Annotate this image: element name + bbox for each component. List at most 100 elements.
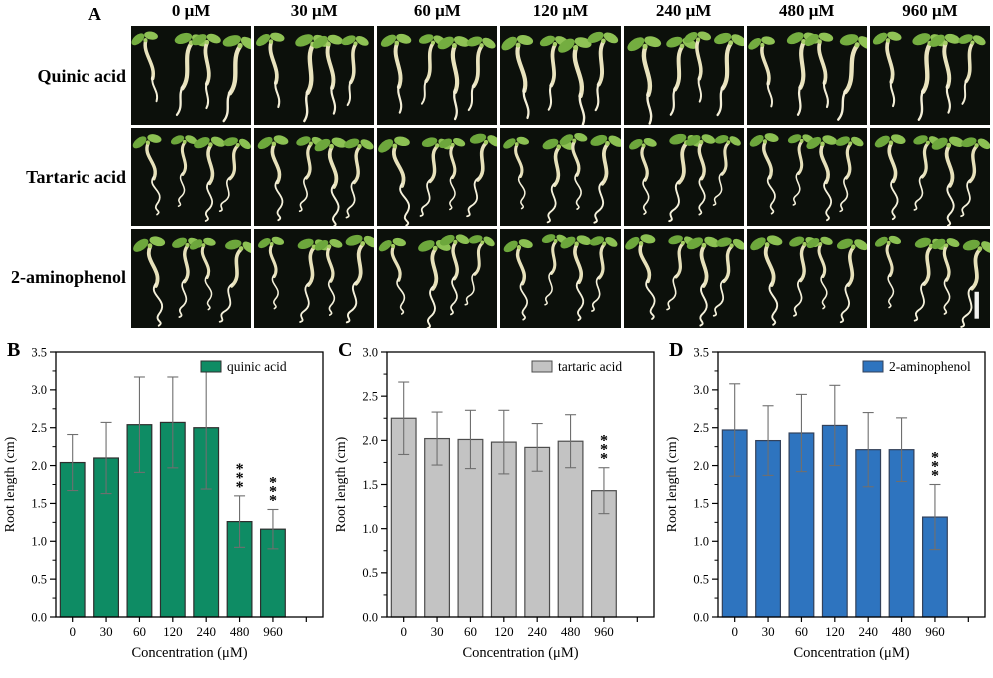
x-tick-label: 960 <box>263 624 283 639</box>
y-tick-label: 1.0 <box>362 522 378 536</box>
x-tick-label: 0 <box>731 624 738 639</box>
seedling-photo <box>377 127 498 227</box>
x-tick-label: 480 <box>230 624 250 639</box>
panel-a-letter: A <box>88 4 101 24</box>
x-tick-label: 240 <box>858 624 878 639</box>
seedling-photo <box>131 26 251 125</box>
photo-cell-1-6 <box>869 127 990 227</box>
significance-asterisk: * <box>600 442 608 459</box>
seedling-photo <box>131 230 252 328</box>
significance-asterisk: * <box>269 492 277 509</box>
seedling-photo <box>254 27 373 125</box>
x-tick-label: 120 <box>825 624 845 639</box>
chart-row: * * * * * * 0.0 0.5 1.0 1.5 2.0 2.5 3.0 3.5 0 30 60 120 24… <box>0 330 993 678</box>
x-tick-label: 0 <box>400 624 407 639</box>
x-tick-label: 30 <box>762 624 775 639</box>
photo-cell-0-4 <box>623 26 744 125</box>
bar-240 <box>524 446 551 618</box>
bar-chart-2-aminophenol: *** 0.0 0.5 1.0 1.5 2.0 2.5 3.0 3.5 0 30 60 120 240 48… <box>665 339 986 661</box>
x-axis-title: Concentration (μM) <box>793 645 909 661</box>
concentration-header-3: 120 μM <box>532 1 589 20</box>
bar-chart-quinic-acid: ******0.00.51.01.52.02.53.03.50 30 60 120 24… <box>3 339 324 661</box>
x-tick-label: 240 <box>527 624 547 639</box>
chart-panel-d: * * * 0.0 0.5 1.0 1.5 2.0 2.5 3.0 3.5 0 30 60 120 240 48… <box>662 330 993 678</box>
y-tick-label: 2.5 <box>362 389 378 403</box>
seedling-photo <box>500 128 621 227</box>
photo-cell-2-0 <box>131 229 252 328</box>
photo-cell-1-1 <box>254 127 375 227</box>
x-axis-title: Concentration (μM) <box>462 645 578 661</box>
x-tick-label: 30 <box>100 624 113 639</box>
significance-asterisk: * <box>931 459 939 476</box>
y-tick-label: 3.5 <box>31 345 47 359</box>
x-tick-label: 0 <box>69 624 76 639</box>
significance-asterisk: * <box>269 483 277 500</box>
photo-cell-1-4 <box>623 127 744 227</box>
y-tick-label: 0.0 <box>693 610 709 624</box>
seedling-photo <box>870 129 990 227</box>
concentration-header-5: 480 μM <box>779 1 835 20</box>
y-tick-label: 1.0 <box>31 535 47 549</box>
significance-asterisk: * <box>269 474 277 491</box>
y-axis-title: Root length (cm) <box>3 436 18 532</box>
seedling-photo <box>500 26 620 125</box>
y-tick-label: 1.5 <box>31 497 47 511</box>
photo-cell-0-2 <box>377 26 498 125</box>
significance-asterisk: * <box>236 470 244 487</box>
seedling-photo <box>871 231 990 328</box>
bar-chart-tartaric-acid: *** 0.0 0.5 1.0 1.5 2.0 2.5 3.0 0 30 60 120 240 480 96… <box>334 339 655 661</box>
x-tick-label: 60 <box>133 624 146 639</box>
y-tick-label: 0.0 <box>31 610 47 624</box>
photo-cell-2-1 <box>254 229 375 328</box>
panel-letter: B <box>7 339 20 361</box>
x-tick-label: 120 <box>163 624 183 639</box>
panel-letter: D <box>669 339 683 361</box>
photo-cell-2-6 <box>869 229 990 328</box>
seedling-photo <box>624 127 744 227</box>
y-tick-label: 1.0 <box>693 535 709 549</box>
x-axis-title: Concentration (μM) <box>131 645 247 661</box>
photo-cell-2-5 <box>746 229 867 328</box>
y-axis-title: Root length (cm) <box>665 436 680 532</box>
bar-480 <box>557 440 584 618</box>
concentration-header-1: 30 μM <box>290 1 338 20</box>
seedling-photo <box>623 229 744 328</box>
legend-swatch <box>862 360 884 373</box>
significance-asterisk: * <box>600 451 608 468</box>
seedling-photo <box>254 229 375 328</box>
seedling-photo <box>377 28 498 125</box>
legend-label: 2-aminophenol <box>889 359 971 374</box>
significance-asterisk: * <box>600 433 608 450</box>
legend-label: tartaric acid <box>558 359 622 374</box>
seedling-photo <box>377 229 498 328</box>
panel-a-body: Quinic acid Tartaric acid 2-aminophenol <box>0 26 993 328</box>
concentration-header-row: 0 μM 30 μM 60 μM 120 μM 240 μM 480 μM 96… <box>131 0 990 21</box>
significance-asterisk: * <box>236 461 244 478</box>
panel-letter: C <box>338 339 352 361</box>
legend-swatch <box>531 360 553 373</box>
concentration-header-6: 960 μM <box>902 1 958 20</box>
y-tick-label: 3.5 <box>693 345 709 359</box>
row-label-tartaric-acid: Tartaric acid <box>26 166 126 187</box>
y-tick-label: 0.5 <box>693 572 709 586</box>
legend-label: quinic acid <box>227 359 287 374</box>
photo-cell-0-0 <box>131 26 252 125</box>
x-tick-label: 30 <box>431 624 444 639</box>
y-tick-label: 1.5 <box>693 497 709 511</box>
bar-30 <box>424 437 451 618</box>
y-tick-label: 2.0 <box>362 434 378 448</box>
chart-panel-b: * * * * * * 0.0 0.5 1.0 1.5 2.0 2.5 3.0 3.5 0 30 60 120 24… <box>0 330 331 678</box>
photo-cell-2-3 <box>500 229 621 328</box>
y-tick-label: 2.0 <box>31 459 47 473</box>
x-tick-label: 240 <box>196 624 216 639</box>
x-tick-label: 480 <box>561 624 581 639</box>
photo-cell-1-5 <box>746 127 867 227</box>
seedling-photo <box>746 26 867 125</box>
photo-cell-0-3 <box>500 26 621 125</box>
seedling-photo-grid <box>131 26 990 328</box>
x-tick-label: 120 <box>494 624 514 639</box>
seedling-photo <box>746 127 867 224</box>
photo-cell-2-2 <box>377 229 498 328</box>
x-tick-label: 960 <box>594 624 614 639</box>
